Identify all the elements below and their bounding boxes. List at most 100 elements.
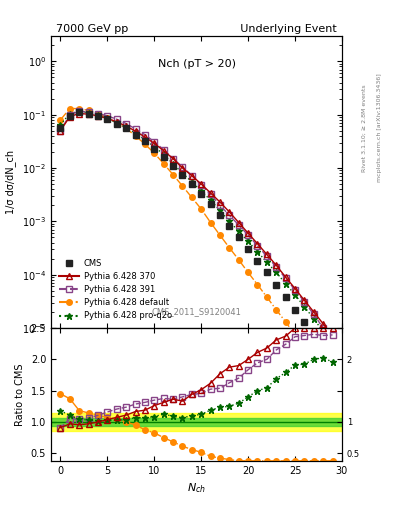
CMS — [246, 246, 250, 252]
Pythia 6.428 370 — [208, 190, 213, 196]
Pythia 6.428 default — [236, 257, 241, 263]
Pythia 6.428 391 — [77, 109, 82, 115]
Pythia 6.428 370 — [171, 156, 175, 162]
Pythia 6.428 default — [255, 282, 260, 288]
Pythia 6.428 391 — [208, 191, 213, 198]
CMS — [114, 120, 119, 126]
Pythia 6.428 391 — [330, 339, 335, 345]
Pythia 6.428 370 — [283, 274, 288, 280]
Pythia 6.428 default — [171, 172, 175, 178]
Pythia 6.428 391 — [180, 164, 185, 170]
CMS — [133, 132, 138, 138]
Line: Pythia 6.428 391: Pythia 6.428 391 — [58, 109, 335, 345]
CMS — [77, 110, 82, 116]
Pythia 6.428 default — [180, 183, 185, 189]
CMS — [161, 154, 166, 160]
Pythia 6.428 391 — [293, 287, 298, 293]
Text: Nch (pT > 20): Nch (pT > 20) — [158, 59, 235, 69]
Pythia 6.428 pro-q2o — [311, 315, 316, 322]
Pythia 6.428 pro-q2o — [180, 170, 185, 176]
Pythia 6.428 370 — [143, 134, 147, 140]
Pythia 6.428 pro-q2o — [77, 109, 82, 115]
Pythia 6.428 default — [227, 245, 232, 251]
Pythia 6.428 pro-q2o — [68, 111, 72, 117]
Pythia 6.428 370 — [133, 128, 138, 134]
Line: Pythia 6.428 370: Pythia 6.428 370 — [58, 111, 335, 339]
CMS — [171, 163, 175, 169]
Pythia 6.428 391 — [143, 132, 147, 138]
Pythia 6.428 pro-q2o — [143, 137, 147, 143]
CMS — [124, 125, 129, 132]
CMS — [227, 223, 232, 229]
Pythia 6.428 370 — [293, 285, 298, 291]
CMS — [152, 145, 157, 152]
Pythia 6.428 pro-q2o — [293, 292, 298, 298]
Pythia 6.428 default — [218, 232, 222, 238]
CMS — [68, 113, 72, 119]
CMS — [255, 258, 260, 264]
Pythia 6.428 370 — [218, 199, 222, 205]
Pythia 6.428 370 — [321, 321, 325, 327]
Pythia 6.428 default — [152, 150, 157, 156]
Pythia 6.428 391 — [114, 116, 119, 122]
Pythia 6.428 default — [86, 108, 91, 114]
Pythia 6.428 391 — [199, 182, 204, 188]
Pythia 6.428 370 — [236, 220, 241, 226]
Pythia 6.428 pro-q2o — [124, 124, 129, 131]
Pythia 6.428 default — [68, 105, 72, 112]
Pythia 6.428 default — [321, 374, 325, 380]
Pythia 6.428 default — [330, 390, 335, 396]
Pythia 6.428 default — [58, 117, 63, 123]
Pythia 6.428 370 — [152, 140, 157, 146]
Pythia 6.428 391 — [86, 109, 91, 115]
CMS — [86, 111, 91, 117]
Line: Pythia 6.428 pro-q2o: Pythia 6.428 pro-q2o — [57, 108, 336, 350]
Pythia 6.428 default — [264, 294, 269, 300]
Pythia 6.428 pro-q2o — [255, 249, 260, 255]
Y-axis label: Ratio to CMS: Ratio to CMS — [15, 363, 25, 425]
Title: 7000 GeV pp                                Underlying Event: 7000 GeV pp Underlying Event — [56, 24, 337, 34]
CMS — [321, 345, 325, 351]
Text: Rivet 3.1.10; ≥ 2.8M events: Rivet 3.1.10; ≥ 2.8M events — [362, 84, 367, 172]
Pythia 6.428 default — [77, 105, 82, 112]
Pythia 6.428 370 — [274, 262, 279, 268]
Line: Pythia 6.428 default: Pythia 6.428 default — [58, 106, 335, 396]
Pythia 6.428 370 — [330, 333, 335, 339]
Pythia 6.428 391 — [321, 325, 325, 331]
Pythia 6.428 391 — [189, 173, 194, 179]
CMS — [311, 332, 316, 338]
Pythia 6.428 default — [133, 133, 138, 139]
Pythia 6.428 pro-q2o — [199, 188, 204, 194]
Pythia 6.428 default — [293, 332, 298, 338]
Pythia 6.428 pro-q2o — [171, 161, 175, 167]
CMS — [58, 125, 63, 132]
CMS — [208, 201, 213, 207]
Pythia 6.428 391 — [133, 126, 138, 132]
Pythia 6.428 370 — [95, 113, 100, 119]
Pythia 6.428 391 — [105, 113, 110, 119]
Pythia 6.428 391 — [95, 111, 100, 117]
Pythia 6.428 370 — [86, 111, 91, 117]
Pythia 6.428 391 — [302, 298, 307, 305]
Pythia 6.428 370 — [161, 148, 166, 154]
Pythia 6.428 391 — [264, 253, 269, 260]
CMS — [143, 138, 147, 144]
Pythia 6.428 391 — [218, 202, 222, 208]
Pythia 6.428 391 — [274, 264, 279, 270]
CMS — [330, 359, 335, 365]
Pythia 6.428 370 — [246, 230, 250, 236]
Pythia 6.428 391 — [171, 156, 175, 162]
Pythia 6.428 pro-q2o — [283, 281, 288, 287]
CMS — [302, 319, 307, 325]
Pythia 6.428 391 — [124, 120, 129, 126]
Pythia 6.428 391 — [283, 275, 288, 282]
Pythia 6.428 default — [161, 161, 166, 167]
CMS — [274, 282, 279, 288]
Pythia 6.428 370 — [264, 251, 269, 258]
Y-axis label: 1/σ dσ/dN_ch: 1/σ dσ/dN_ch — [6, 150, 17, 214]
Pythia 6.428 default — [114, 119, 119, 125]
Pythia 6.428 370 — [180, 165, 185, 171]
Pythia 6.428 pro-q2o — [330, 344, 335, 350]
Pythia 6.428 pro-q2o — [189, 179, 194, 185]
Pythia 6.428 default — [199, 206, 204, 212]
